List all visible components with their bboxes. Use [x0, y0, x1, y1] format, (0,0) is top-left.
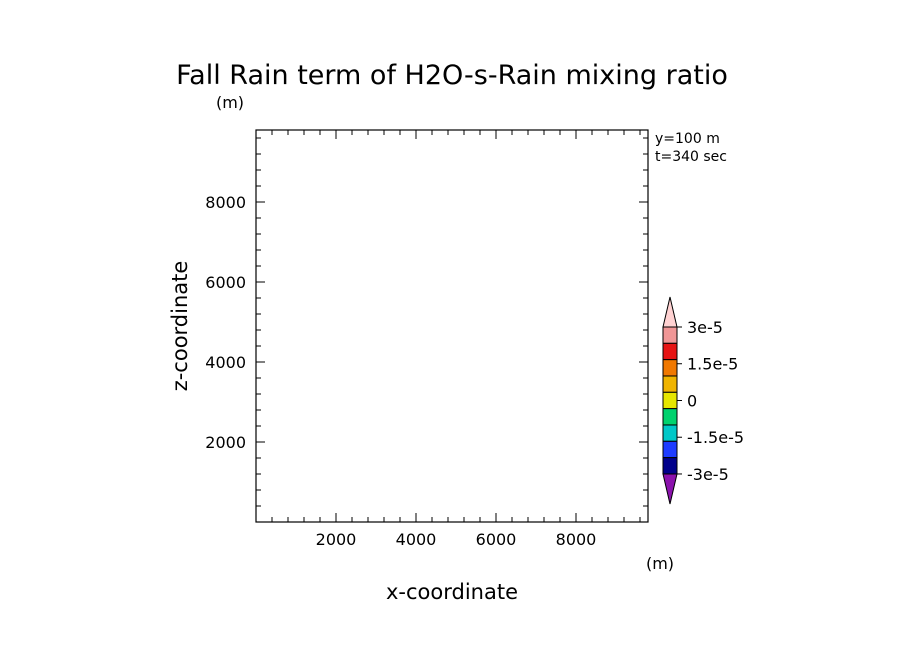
colorbar-label: 1.5e-5 — [687, 355, 738, 374]
colorbar-label: -3e-5 — [687, 465, 729, 484]
colorbar-label: 0 — [687, 391, 697, 410]
y-tick-label: 2000 — [205, 433, 246, 452]
info-time: t=340 sec — [655, 149, 727, 165]
x-tick-label: 2000 — [316, 530, 357, 549]
colorbar-segment — [662, 342, 678, 361]
colorbar-segment — [662, 424, 678, 442]
x-tick-label: 8000 — [556, 530, 597, 549]
y-axis-label: z-coordinate — [168, 261, 192, 392]
chart-title: Fall Rain term of H2O-s-Rain mixing rati… — [176, 60, 728, 91]
x-axis-label: x-coordinate — [386, 580, 518, 604]
x-tick-label: 6000 — [476, 530, 517, 549]
colorbar-segment — [662, 326, 678, 344]
colorbar-unit-label: (m) — [646, 554, 674, 573]
y-tick-label: 6000 — [205, 273, 246, 292]
info-y-value: y=100 m — [655, 131, 720, 147]
colorbar-upper-extension — [662, 296, 678, 328]
y-axis-ticks: 2000 4000 6000 8000 — [205, 137, 648, 507]
z-unit-label: (m) — [216, 93, 244, 112]
colorbar-segment — [662, 375, 678, 393]
colorbar-segment — [662, 391, 678, 410]
x-axis-ticks: 2000 4000 6000 8000 — [271, 130, 641, 549]
y-tick-label: 8000 — [205, 193, 246, 212]
colorbar-label: 3e-5 — [687, 318, 723, 337]
colorbar-segment — [662, 359, 678, 377]
colorbar: 3e-5 1.5e-5 0 -1.5e-5 -3e-5 — [662, 296, 744, 505]
y-tick-label: 4000 — [205, 353, 246, 372]
colorbar-lower-extension — [662, 473, 678, 505]
x-tick-label: 4000 — [396, 530, 437, 549]
plot-area — [255, 129, 649, 523]
colorbar-segment — [662, 457, 678, 475]
colorbar-segment — [662, 408, 678, 426]
colorbar-label: -1.5e-5 — [687, 428, 744, 447]
colorbar-segment — [662, 440, 678, 459]
